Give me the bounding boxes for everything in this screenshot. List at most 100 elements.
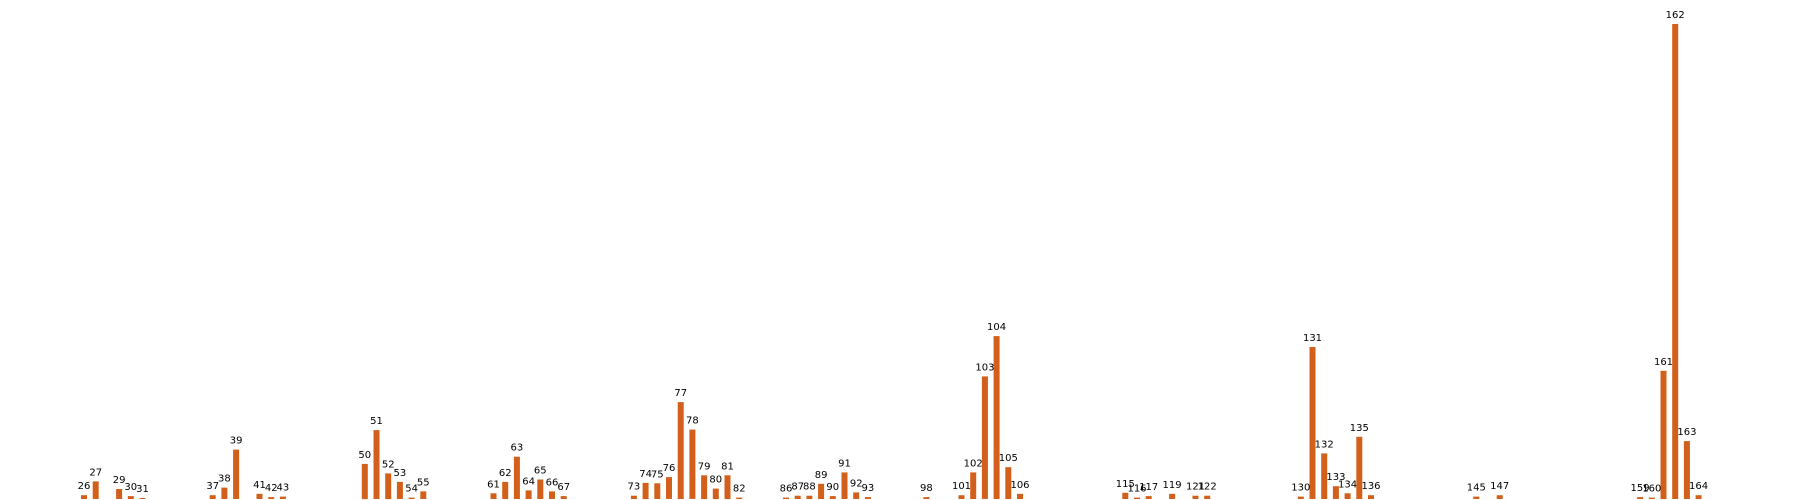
bar-label-159: 159 (1631, 483, 1650, 494)
bar-90 (829, 496, 836, 499)
bar-label-26: 26 (78, 481, 91, 492)
bar-82 (736, 497, 743, 499)
bar-label-164: 164 (1689, 481, 1708, 492)
bar-41 (256, 493, 263, 499)
bar-label-77: 77 (674, 388, 687, 399)
bar-label-52: 52 (382, 459, 395, 470)
bar-65 (537, 479, 544, 499)
bar-label-145: 145 (1467, 483, 1486, 494)
bar-label-63: 63 (511, 443, 524, 454)
bar-label-79: 79 (698, 461, 711, 472)
bar-64 (525, 490, 532, 499)
bar-label-42: 42 (265, 483, 278, 494)
bar-159 (1637, 497, 1644, 499)
bar-147 (1496, 495, 1503, 499)
bar-51 (373, 430, 380, 499)
bar-61 (490, 493, 497, 499)
bar-label-76: 76 (663, 463, 676, 474)
bar-135 (1356, 436, 1363, 499)
bar-label-30: 30 (124, 482, 137, 493)
bar-38 (221, 487, 228, 499)
bar-161 (1660, 370, 1667, 500)
bar-label-53: 53 (394, 468, 407, 479)
bar-91 (841, 472, 848, 499)
bar-79 (701, 475, 708, 500)
bar-103 (981, 376, 988, 499)
bar-92 (853, 492, 860, 499)
bar-label-66: 66 (546, 477, 559, 488)
bar-label-98: 98 (920, 483, 933, 494)
bar-label-50: 50 (358, 450, 371, 461)
bar-52 (385, 473, 392, 500)
bar-label-147: 147 (1490, 481, 1509, 492)
bar-50 (361, 463, 368, 500)
bar-label-115: 115 (1116, 479, 1135, 490)
bar-134 (1344, 493, 1351, 499)
bar-136 (1368, 495, 1374, 499)
bar-label-67: 67 (557, 482, 570, 493)
bar-label-122: 122 (1198, 482, 1217, 493)
bar-121 (1192, 495, 1199, 499)
bar-104 (993, 336, 1000, 499)
bar-label-162: 162 (1666, 10, 1685, 21)
bar-88 (806, 495, 813, 499)
bar-label-130: 130 (1291, 483, 1310, 494)
bar-label-64: 64 (522, 476, 535, 487)
bar-74 (642, 482, 649, 500)
bar-label-91: 91 (838, 458, 851, 469)
bar-label-102: 102 (964, 458, 983, 469)
bar-label-43: 43 (277, 483, 290, 494)
bar-80 (712, 488, 719, 500)
bar-26 (81, 495, 87, 499)
bar-53 (396, 481, 403, 499)
bar-label-82: 82 (733, 484, 746, 495)
bar-75 (654, 483, 661, 499)
bar-27 (92, 481, 99, 499)
bar-label-117: 117 (1139, 482, 1158, 493)
bar-label-61: 61 (487, 479, 500, 490)
bar-label-38: 38 (218, 474, 231, 485)
bar-label-101: 101 (952, 481, 971, 492)
bar-label-81: 81 (721, 461, 734, 472)
bar-label-135: 135 (1350, 423, 1369, 434)
bar-81 (724, 475, 731, 500)
bar-78 (689, 429, 696, 499)
bar-label-31: 31 (136, 484, 149, 495)
bar-86 (783, 497, 789, 499)
bar-122 (1204, 495, 1211, 499)
bar-label-116: 116 (1127, 484, 1146, 495)
bar-label-39: 39 (230, 436, 243, 447)
bar-label-54: 54 (405, 484, 418, 495)
bar-163 (1683, 441, 1690, 499)
bar-63 (513, 456, 520, 499)
bar-label-121: 121 (1186, 482, 1205, 493)
bar-label-133: 133 (1326, 472, 1345, 483)
bar-30 (127, 496, 134, 499)
bar-89 (818, 483, 825, 499)
bar-54 (408, 497, 415, 499)
bar-66 (549, 491, 555, 499)
bar-62 (502, 481, 509, 499)
bar-label-103: 103 (975, 362, 994, 373)
bar-77 (677, 402, 684, 499)
bar-131 (1309, 347, 1316, 499)
bar-42 (268, 497, 275, 499)
bar-label-90: 90 (826, 482, 839, 493)
bar-130 (1297, 496, 1304, 499)
bar-117 (1145, 496, 1152, 499)
bar-label-105: 105 (999, 453, 1018, 464)
bar-145 (1473, 496, 1480, 499)
bar-label-65: 65 (534, 466, 547, 477)
bar-label-87: 87 (791, 482, 804, 493)
bar-132 (1321, 453, 1328, 499)
bar-label-93: 93 (862, 483, 875, 494)
bar-label-119: 119 (1163, 480, 1182, 491)
bar-106 (1017, 493, 1023, 499)
bar-label-62: 62 (499, 468, 512, 479)
bar-label-134: 134 (1338, 479, 1357, 490)
bar-label-104: 104 (987, 322, 1006, 333)
bar-119 (1169, 493, 1176, 499)
bar-label-88: 88 (803, 482, 816, 493)
